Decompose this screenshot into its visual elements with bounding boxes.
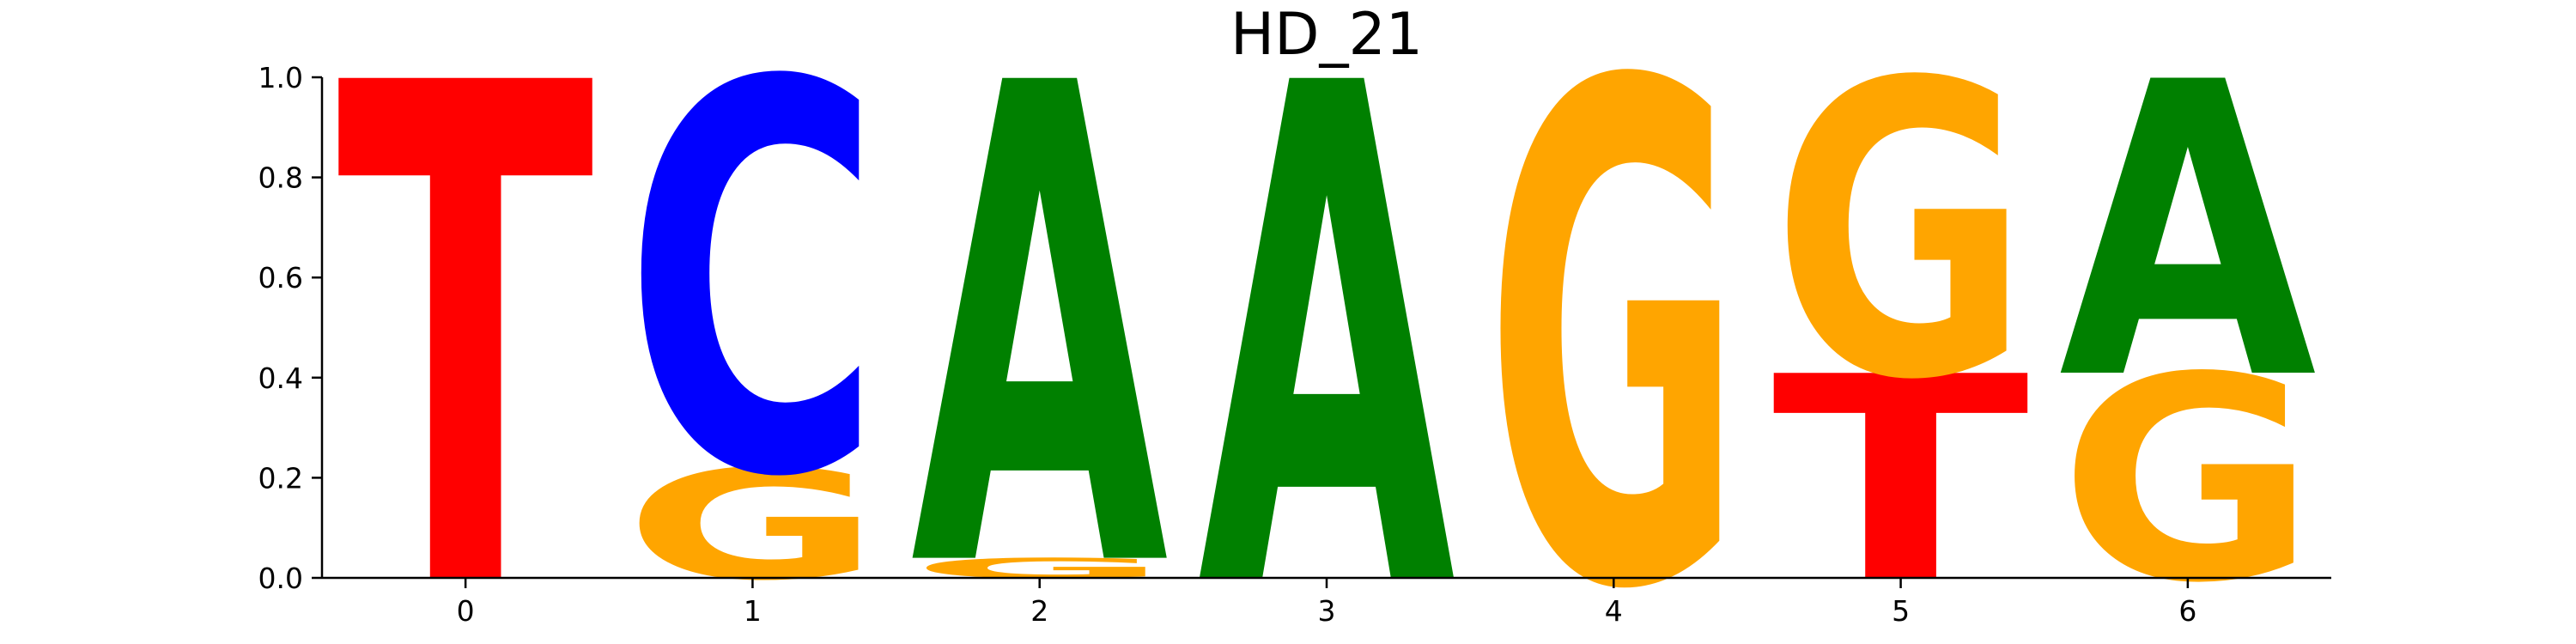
y-tick-label: 0.2 xyxy=(258,461,303,495)
x-tick-label: 1 xyxy=(744,594,762,628)
logo-letter-G-pos5: G xyxy=(1772,0,2030,469)
y-tick-label: 0.0 xyxy=(258,562,303,595)
y-tick-label: 0.4 xyxy=(258,361,303,395)
x-tick-label: 6 xyxy=(2178,594,2196,628)
logo-letter-A-pos2: A xyxy=(911,0,1171,644)
y-tick-label: 1.0 xyxy=(258,61,303,94)
logo-letter-T-pos5: T xyxy=(1772,318,2032,644)
logo-letter-G-pos4: G xyxy=(1485,0,1742,644)
logo-letter-G-pos6: G xyxy=(2059,317,2317,644)
x-tick-label: 3 xyxy=(1318,594,1336,628)
x-tick-label: 2 xyxy=(1030,594,1048,628)
x-ticks: 0 1 2 3 4 5 6 xyxy=(457,578,2196,628)
x-tick-label: 5 xyxy=(1892,594,1910,628)
y-ticks: 0.0 0.2 0.4 0.6 0.8 1.0 xyxy=(258,61,322,595)
x-tick-label: 4 xyxy=(1605,594,1623,628)
logo-letter-T-pos0: T xyxy=(337,0,596,644)
logo-letter-C-pos1: C xyxy=(623,0,881,595)
chart-title: HD_21 xyxy=(1230,1,1423,69)
y-tick-label: 0.8 xyxy=(258,161,303,195)
y-tick-label: 0.6 xyxy=(258,261,303,295)
x-tick-label: 0 xyxy=(457,594,475,628)
logo-letter-A-pos3: A xyxy=(1198,0,1458,644)
logo-letter-A-pos6: A xyxy=(2059,0,2319,468)
